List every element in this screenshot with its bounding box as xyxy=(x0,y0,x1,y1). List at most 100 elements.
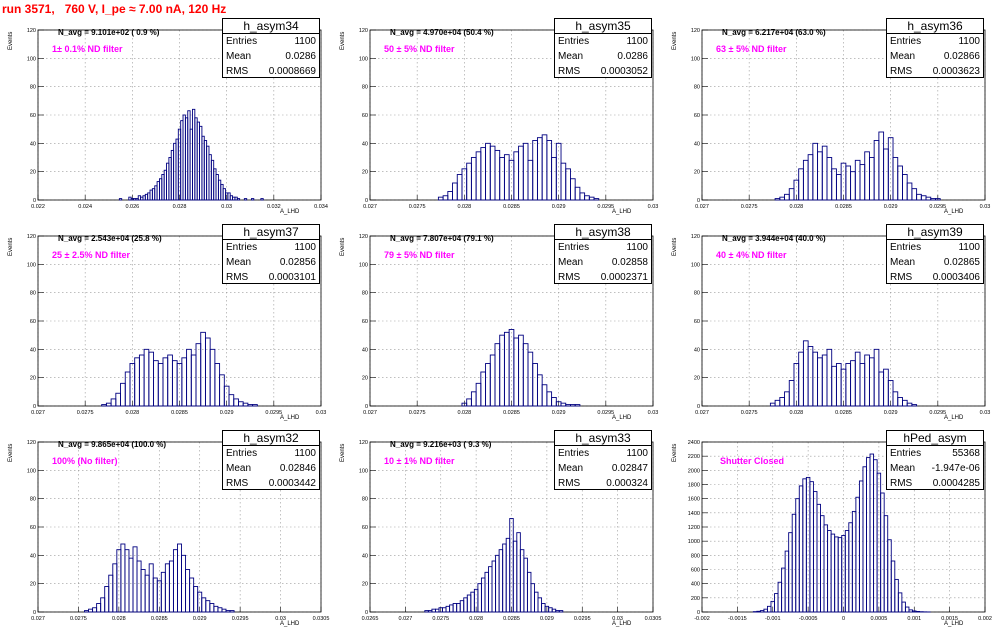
y-tick-label: 120 xyxy=(359,234,368,240)
histogram-bin xyxy=(467,595,471,612)
histogram-bin xyxy=(251,199,253,200)
histogram-bin xyxy=(916,611,920,612)
histogram-bin xyxy=(113,564,117,612)
histogram-bin xyxy=(757,611,761,612)
histogram-bin xyxy=(457,604,461,613)
y-tick-label: 1600 xyxy=(688,497,700,503)
stats-value: 0.02847 xyxy=(612,461,648,476)
filter-annotation: 79 ± 5% ND filter xyxy=(384,250,454,260)
x-tick-label: -0.0015 xyxy=(728,616,747,622)
histogram-bin xyxy=(186,570,190,613)
histogram-bin xyxy=(527,572,531,612)
histogram-bin xyxy=(135,358,140,406)
stats-label: Entries xyxy=(558,446,589,461)
y-axis-label: Events xyxy=(672,32,678,50)
histogram-name: h_asym36 xyxy=(887,19,983,34)
filter-annotation: 1± 0.1% ND filter xyxy=(52,44,122,54)
x-tick-label: 0.0305 xyxy=(313,616,330,622)
x-tick-label: 0.029 xyxy=(540,616,554,622)
histogram-bin xyxy=(785,194,790,200)
histogram-bin xyxy=(832,169,837,200)
y-tick-label: 600 xyxy=(691,568,700,574)
y-tick-label: 40 xyxy=(30,141,36,147)
y-tick-label: 100 xyxy=(691,262,700,268)
y-tick-label: 60 xyxy=(30,113,36,119)
x-tick-label: 0.0285 xyxy=(151,616,168,622)
histogram-bin xyxy=(471,158,476,201)
stats-label: Mean xyxy=(226,461,251,476)
stats-label: Mean xyxy=(226,49,251,64)
y-tick-label: 0 xyxy=(697,198,700,204)
x-tick-label: 0.029 xyxy=(884,204,898,210)
x-tick-label: 0.03 xyxy=(980,204,991,210)
y-axis-label: Events xyxy=(672,444,678,462)
histogram-bin xyxy=(782,568,786,612)
histogram-bin xyxy=(863,467,867,612)
x-tick-label: 0.0285 xyxy=(503,616,520,622)
y-tick-label: 80 xyxy=(30,497,36,503)
stats-value: 0.02866 xyxy=(944,49,980,64)
histogram-bin xyxy=(856,497,860,612)
histogram-bin xyxy=(149,352,154,406)
histogram-bin xyxy=(261,199,263,200)
x-tick-label: 0.027 xyxy=(695,204,709,210)
stats-value: 0.02858 xyxy=(612,255,648,270)
x-tick-label: 0.024 xyxy=(78,204,92,210)
y-tick-label: 1000 xyxy=(688,539,700,545)
histogram-bin xyxy=(902,400,907,406)
navg-annotation: N_avg = 9.865e+04 (100.0 %) xyxy=(58,440,166,449)
histogram-bin xyxy=(884,149,889,200)
histogram-bin xyxy=(881,493,885,612)
histogram-bin xyxy=(907,403,912,406)
y-tick-label: 120 xyxy=(691,28,700,34)
histogram-bin xyxy=(244,199,246,200)
x-tick-label: 0.027 xyxy=(398,616,412,622)
y-tick-label: 1400 xyxy=(688,511,700,517)
histogram-bin xyxy=(500,158,505,201)
y-tick-label: 2400 xyxy=(688,440,700,446)
histogram-bin xyxy=(500,335,505,406)
histogram-bin xyxy=(504,155,509,200)
histogram-bin xyxy=(154,361,159,406)
histogram-bin xyxy=(547,392,552,406)
histogram-bin xyxy=(109,575,113,612)
y-tick-label: 60 xyxy=(694,319,700,325)
histogram-bin xyxy=(168,355,173,406)
histogram-bin xyxy=(818,358,823,406)
histogram-bin xyxy=(528,160,533,200)
histogram-bin xyxy=(836,175,841,201)
stats-value: -1.947e-06 xyxy=(932,461,980,476)
histogram-bin xyxy=(836,364,841,407)
x-tick-label: 0.027 xyxy=(31,410,45,416)
x-tick-label: 0.026 xyxy=(125,204,139,210)
histogram-bin xyxy=(594,199,599,200)
histogram-bin xyxy=(869,358,874,406)
y-tick-label: 120 xyxy=(691,234,700,240)
x-tick-label: 0.0285 xyxy=(835,410,852,416)
x-tick-label: 0.0285 xyxy=(171,410,188,416)
histogram-bin xyxy=(838,538,842,612)
histogram-bin xyxy=(898,593,902,612)
histogram-bin xyxy=(253,405,258,406)
y-tick-label: 80 xyxy=(362,291,368,297)
histogram-bin xyxy=(453,183,458,200)
y-tick-label: 20 xyxy=(694,376,700,382)
histogram-bin xyxy=(201,332,206,406)
histogram-bin xyxy=(822,146,827,200)
x-tick-label: 0.027 xyxy=(31,616,45,622)
histogram-bin xyxy=(824,525,828,612)
histogram-bin xyxy=(542,604,546,613)
histogram-bin xyxy=(237,199,239,200)
histogram-bin xyxy=(492,561,496,612)
